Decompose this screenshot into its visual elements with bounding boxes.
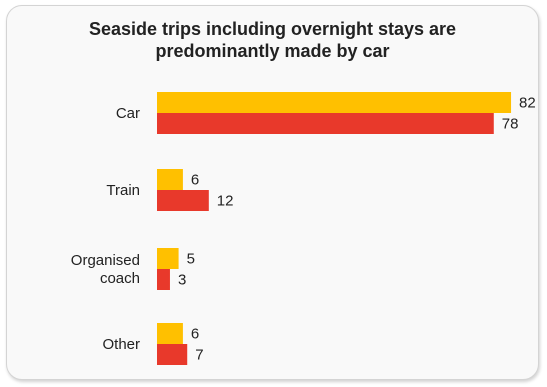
value-label-0-series-0: 82 xyxy=(519,95,536,112)
bar-3-series-1 xyxy=(157,344,188,365)
category-label-2-1: coach xyxy=(100,270,140,287)
value-label-3-series-1: 7 xyxy=(195,347,203,364)
chart-title-line-2: predominantly made by car xyxy=(155,41,390,61)
bar-2-series-0 xyxy=(157,248,179,269)
category-label-3-0: Other xyxy=(102,336,140,353)
bar-2-series-1 xyxy=(157,269,170,290)
category-label-2-0: Organised xyxy=(71,252,140,269)
value-label-3-series-0: 6 xyxy=(191,326,199,343)
bar-1-series-1 xyxy=(157,190,209,211)
bar-3-series-0 xyxy=(157,323,183,344)
value-label-2-series-0: 5 xyxy=(187,251,195,268)
category-label-0-0: Car xyxy=(116,105,140,122)
bar-1-series-0 xyxy=(157,169,183,190)
value-label-1-series-1: 12 xyxy=(217,193,234,210)
value-label-2-series-1: 3 xyxy=(178,272,186,289)
bar-0-series-0 xyxy=(157,92,512,113)
bar-0-series-1 xyxy=(157,113,494,134)
category-label-1-0: Train xyxy=(106,182,140,199)
chart-title: Seaside trips including overnight stays … xyxy=(6,18,539,62)
chart-frame xyxy=(6,5,539,380)
value-label-1-series-0: 6 xyxy=(191,172,199,189)
value-label-0-series-1: 78 xyxy=(502,116,519,133)
chart-title-line-1: Seaside trips including overnight stays … xyxy=(88,19,457,39)
